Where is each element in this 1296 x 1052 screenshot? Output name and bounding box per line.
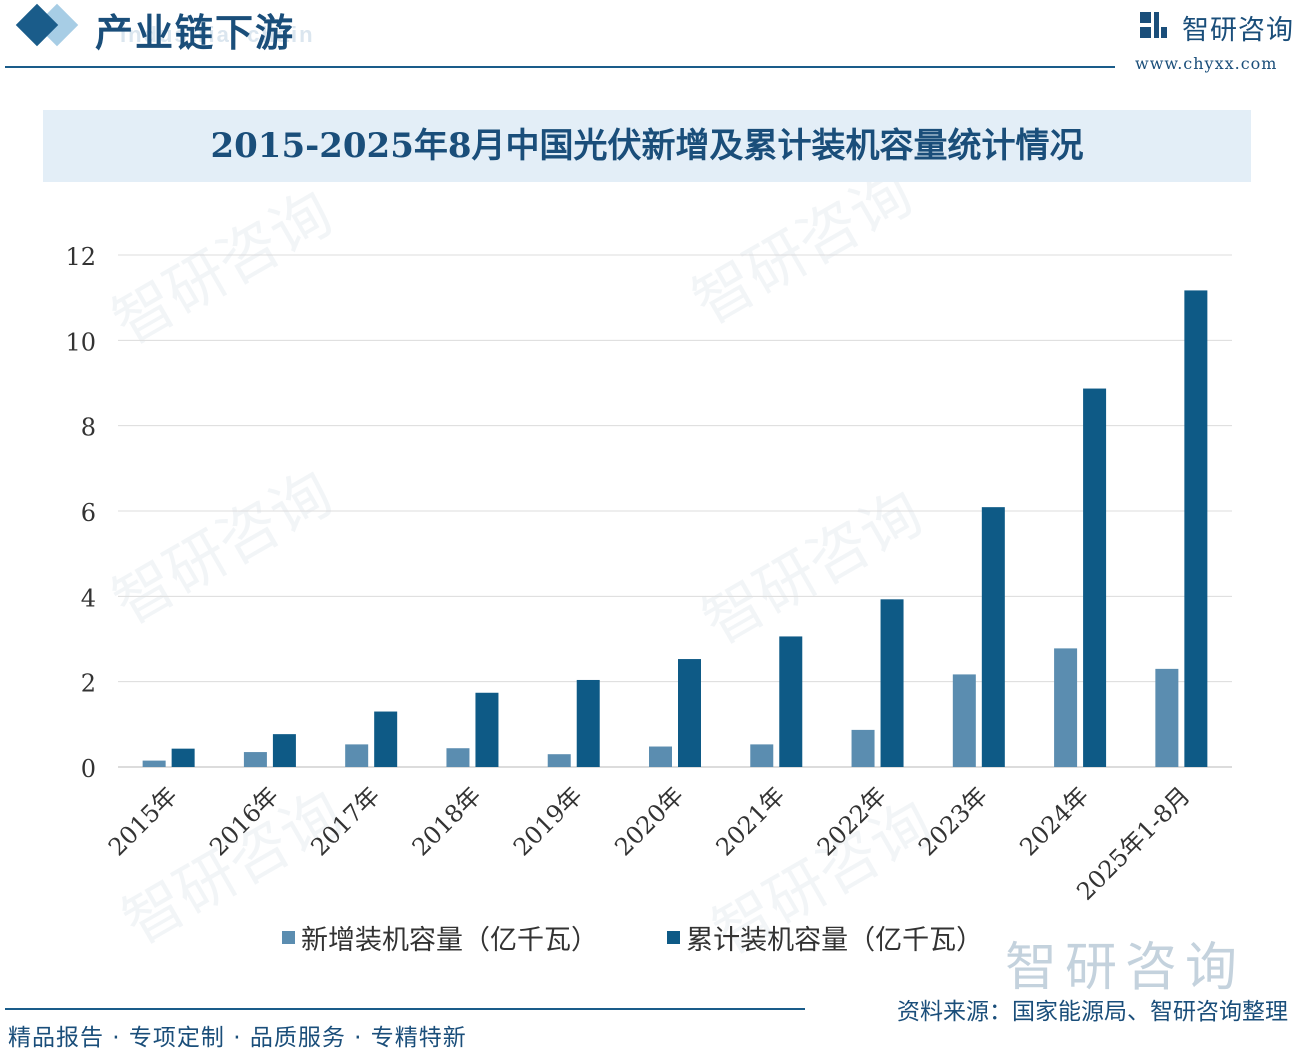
bar-cumulative	[1083, 388, 1107, 767]
bar-cumulative	[880, 599, 904, 767]
bar-new	[851, 729, 875, 767]
bar-cumulative	[272, 734, 296, 767]
x-tick-label: 2024年	[1014, 781, 1094, 861]
y-tick-label: 10	[65, 328, 96, 356]
y-tick-label: 0	[81, 755, 96, 783]
watermark-bottom: 智研咨询	[1005, 938, 1246, 998]
bar-new	[649, 746, 672, 767]
bar-new	[547, 754, 571, 767]
x-tick-label: 2020年	[609, 781, 689, 861]
y-tick-label: 12	[65, 243, 96, 271]
x-tick-label: 2017年	[305, 781, 385, 861]
x-tick-label: 2019年	[508, 781, 588, 861]
bar-new	[142, 760, 166, 767]
legend-label-cumulative: 累计装机容量（亿千瓦）	[686, 925, 984, 956]
bar-new	[1054, 648, 1078, 767]
brand-url: www.chyxx.com	[1135, 54, 1278, 73]
brand-logo-icon	[1140, 12, 1167, 38]
bar-new	[952, 674, 976, 767]
section-title: 产业链下游	[95, 10, 296, 55]
legend-swatch-new	[282, 931, 295, 944]
bar-new	[446, 748, 470, 767]
y-tick-label: 2	[81, 670, 96, 698]
x-tick-label: 2018年	[407, 781, 487, 861]
chart-title-band	[43, 110, 1251, 182]
x-tick-label: 2023年	[913, 781, 993, 861]
bar-cumulative	[678, 659, 701, 767]
bar-cumulative	[576, 679, 600, 767]
bar-cumulative	[171, 748, 195, 767]
footer-divider	[5, 1008, 805, 1010]
section-subtitle: Industrial chain	[120, 22, 315, 47]
bar-cumulative	[779, 636, 803, 767]
footer-tagline: 精品报告 · 专项定制 · 品质服务 · 专精特新	[8, 1025, 467, 1051]
legend-swatch-cumulative	[667, 931, 681, 944]
header-divider	[5, 66, 1115, 68]
legend-item-new: 新增装机容量（亿千瓦）	[282, 918, 598, 957]
bar-cumulative	[1184, 290, 1208, 767]
x-tick-label: 2021年	[711, 781, 791, 861]
y-tick-label: 6	[81, 499, 96, 527]
bar-new	[1155, 668, 1179, 767]
x-tick-label: 2015年	[103, 781, 183, 861]
y-tick-label: 8	[81, 414, 96, 442]
legend-item-cumulative: 累计装机容量（亿千瓦）	[667, 918, 983, 957]
bar-cumulative	[981, 507, 1005, 767]
source-note: 资料来源：国家能源局、智研咨询整理	[897, 999, 1288, 1025]
brand-name: 智研咨询	[1182, 15, 1294, 46]
x-tick-label: 2016年	[204, 781, 284, 861]
bar-new	[243, 752, 267, 767]
bar-new	[345, 744, 369, 767]
header: Industrial chain 产业链下游 智研咨询 www.chyxx.co…	[0, 0, 1296, 80]
bar-cumulative	[475, 692, 499, 767]
bar-new	[750, 744, 774, 767]
x-tick-label: 2022年	[812, 781, 892, 861]
legend-label-new: 新增装机容量（亿千瓦）	[301, 925, 598, 956]
y-tick-label: 4	[81, 584, 96, 612]
bar-cumulative	[374, 711, 398, 767]
chart-title: 2015-2025年8月中国光伏新增及累计装机容量统计情况	[210, 126, 1084, 166]
chart-legend: 新增装机容量（亿千瓦） 累计装机容量（亿千瓦）	[282, 918, 1047, 958]
